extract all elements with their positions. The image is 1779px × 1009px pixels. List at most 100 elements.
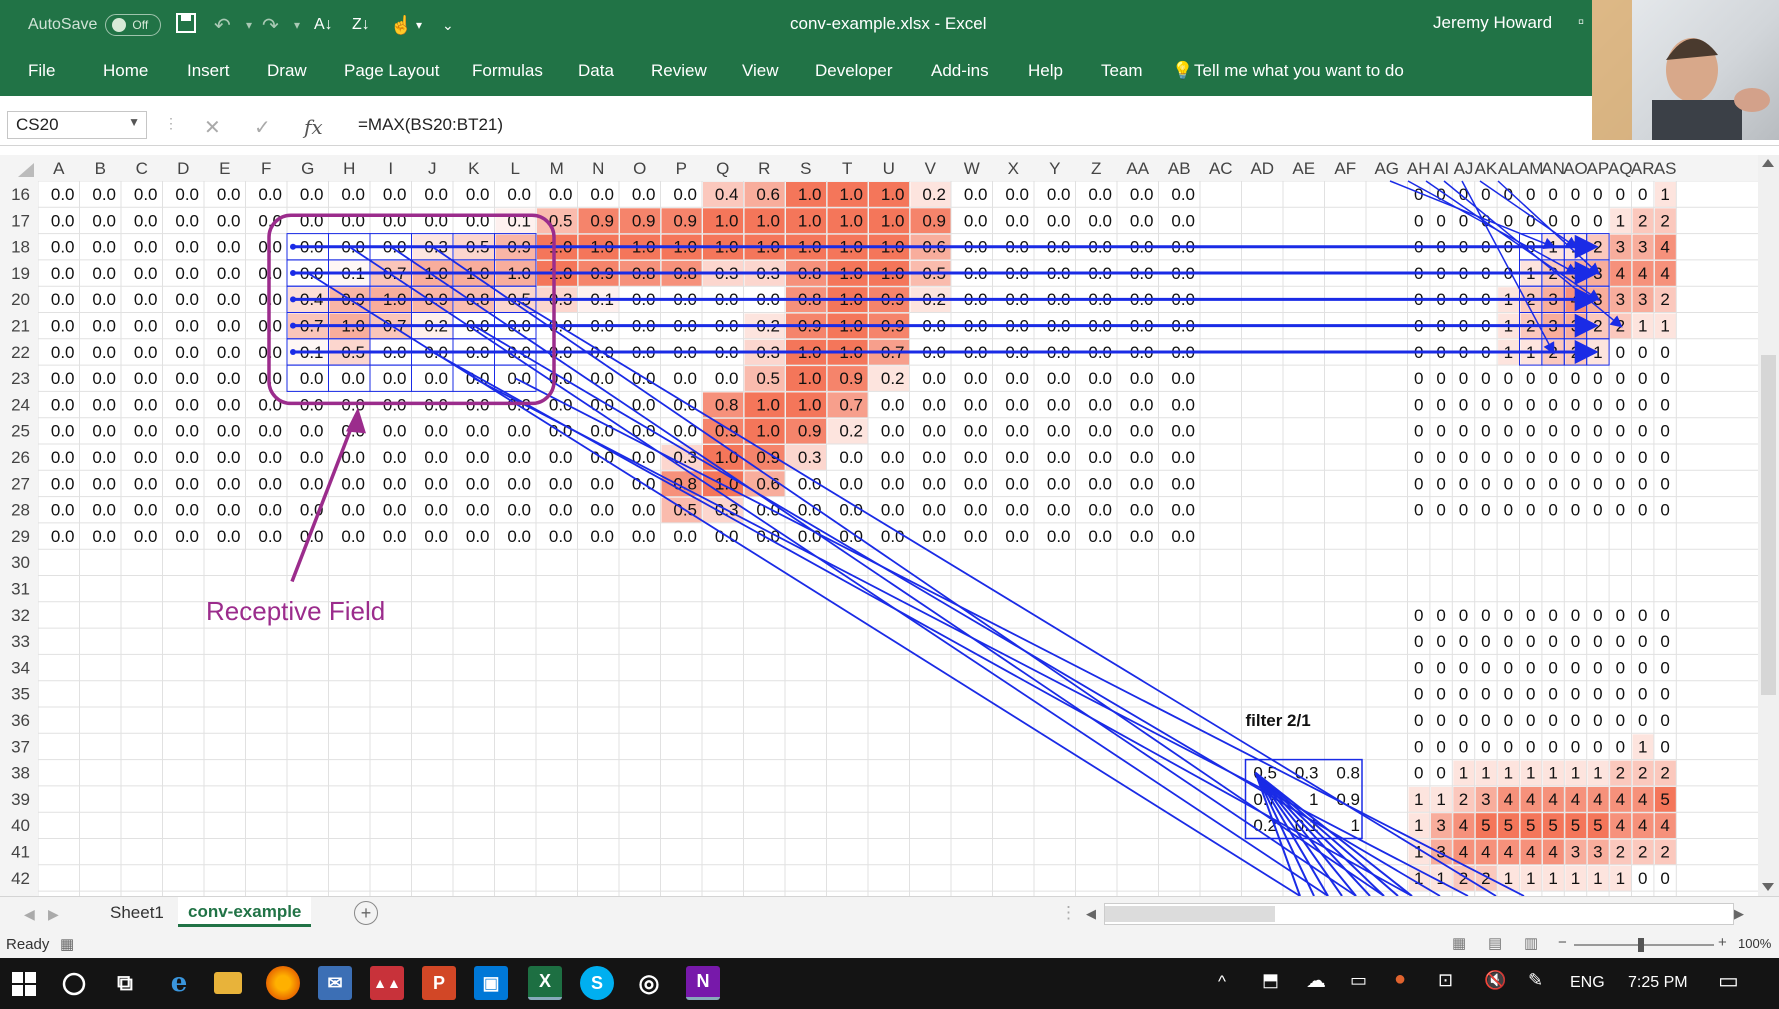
cell-value[interactable]: 0.0 [590,474,614,493]
enter-icon[interactable]: ✓ [254,117,271,139]
cell-value[interactable]: 0 [1414,658,1423,677]
page-break-view-icon[interactable]: ▥ [1524,935,1539,952]
cell-value[interactable]: 2 [1459,869,1468,888]
column-header[interactable]: K [468,159,480,178]
cell-value[interactable]: 1 [1593,869,1602,888]
cell-value[interactable]: 0.0 [92,395,116,414]
cell-value[interactable]: 0.0 [466,448,490,467]
row-header[interactable]: 37 [11,737,30,756]
cell-value[interactable]: 0.0 [632,448,656,467]
cell-value[interactable]: 0.0 [1130,422,1154,441]
cell-value[interactable]: 0 [1481,685,1490,704]
cell-value[interactable]: 0 [1414,211,1423,230]
cell-value[interactable]: 1 [1660,317,1669,336]
cell-value[interactable]: 0.0 [632,501,656,520]
app-tray-icon[interactable]: ● [1394,968,1407,990]
cell-value[interactable]: 0.0 [217,474,241,493]
column-header[interactable]: AG [1374,159,1399,178]
normal-view-icon[interactable]: ▦ [1452,935,1467,952]
column-header[interactable]: U [883,159,895,178]
cell-value[interactable]: 0 [1504,369,1513,388]
cell-value[interactable]: 0.0 [175,185,199,204]
cell-value[interactable]: 0.0 [964,185,988,204]
cell-value[interactable]: 0 [1571,395,1580,414]
cell-value[interactable]: 0 [1481,422,1490,441]
cell-value[interactable]: 0 [1616,632,1625,651]
battery-icon[interactable]: ▭ [1350,970,1368,990]
cell-value[interactable]: 0.0 [466,422,490,441]
cell-value[interactable]: 0 [1459,448,1468,467]
cell-value[interactable]: 0 [1504,474,1513,493]
volume-muted-icon[interactable]: 🔇 [1484,970,1507,990]
cell-value[interactable]: 0.0 [92,474,116,493]
cell-value[interactable]: 0.0 [922,501,946,520]
cell-value[interactable]: 0.0 [673,527,697,546]
column-header[interactable]: C [136,159,148,178]
column-header[interactable]: AN [1541,159,1565,178]
outlook-icon[interactable]: ✉ [318,966,352,1000]
cell-value[interactable]: 0.0 [632,422,656,441]
cell-value[interactable]: 0.0 [217,211,241,230]
cell-value[interactable]: 0 [1638,343,1647,362]
cell-value[interactable]: 0.0 [175,448,199,467]
cell-value[interactable]: 0.0 [549,527,573,546]
cell-value[interactable]: 0 [1616,501,1625,520]
cell-value[interactable]: 0 [1481,395,1490,414]
cell-value[interactable]: 0.2 [922,185,946,204]
cell-value[interactable]: 2 [1660,843,1669,862]
cell-value[interactable]: 1 [1504,869,1513,888]
cell-value[interactable]: 0.0 [1130,211,1154,230]
show-hidden-icons-icon[interactable]: ^ [1218,972,1226,991]
cell-value[interactable]: 0.0 [175,422,199,441]
row-header[interactable]: 42 [11,869,30,888]
cell-value[interactable]: 0.0 [1005,211,1029,230]
cell-value[interactable]: 0.0 [1005,422,1029,441]
column-header[interactable]: AI [1433,159,1449,178]
cell-value[interactable]: 1.0 [798,369,822,388]
cell-value[interactable]: 0 [1660,685,1669,704]
cell-value[interactable]: 0 [1638,395,1647,414]
cell-value[interactable]: 0.0 [964,501,988,520]
cell-value[interactable]: 0.0 [134,317,158,336]
cell-value[interactable]: 3 [1571,843,1580,862]
cell-value[interactable]: 0.0 [134,290,158,309]
cell-value[interactable]: 0 [1571,448,1580,467]
cell-value[interactable]: 0.0 [92,343,116,362]
cell-value[interactable]: 0.0 [134,264,158,283]
cell-value[interactable]: 4 [1571,790,1580,809]
cell-value[interactable]: 0.0 [383,527,407,546]
cell-value[interactable]: 0 [1436,395,1445,414]
cell-value[interactable]: 0.0 [549,185,573,204]
cell-value[interactable]: 0 [1638,869,1647,888]
cell-value[interactable]: 1 [1616,869,1625,888]
cell-value[interactable]: 0.0 [134,343,158,362]
cell-value[interactable]: 0 [1593,501,1602,520]
cell-value[interactable]: 1 [1459,764,1468,783]
cell-value[interactable]: 0.9 [715,422,739,441]
cell-value[interactable]: 0 [1414,501,1423,520]
cell-value[interactable]: 0.0 [134,448,158,467]
cell-value[interactable]: 0 [1638,658,1647,677]
cell-value[interactable]: 0.0 [175,211,199,230]
cell-value[interactable]: 0 [1660,606,1669,625]
cell-value[interactable]: 0.0 [424,369,448,388]
cell-value[interactable]: 1 [1526,764,1535,783]
column-header[interactable]: B [95,159,106,178]
cell-value[interactable]: 1.0 [756,422,780,441]
cell-value[interactable]: 0.0 [92,290,116,309]
cell-value[interactable]: 4 [1593,790,1602,809]
cell-value[interactable]: 0.0 [964,448,988,467]
cell-value[interactable]: 0.0 [175,343,199,362]
cell-value[interactable]: 0.0 [1171,395,1195,414]
action-center-icon[interactable]: ▭ [1718,968,1739,993]
column-header[interactable]: D [177,159,189,178]
cell-value[interactable]: 0.0 [507,185,531,204]
cell-value[interactable]: 0.0 [1171,369,1195,388]
cell-value[interactable]: 0 [1459,395,1468,414]
cell-value[interactable]: 0.0 [798,501,822,520]
cell-value[interactable]: 0.0 [258,422,282,441]
cell-value[interactable]: 0.0 [175,369,199,388]
cell-value[interactable]: 0 [1436,422,1445,441]
cell-value[interactable]: 2 [1616,317,1625,336]
cell-value[interactable]: 1 [1616,211,1625,230]
